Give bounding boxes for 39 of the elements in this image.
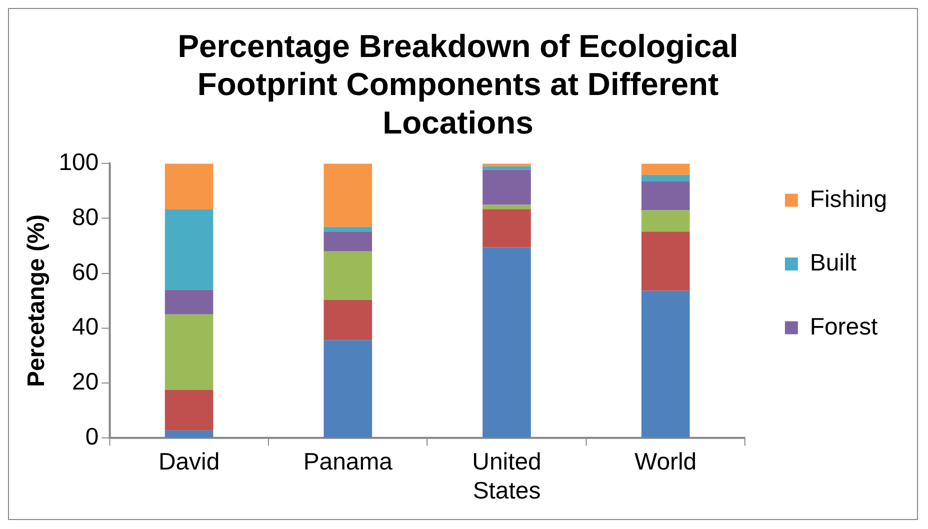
legend-label: Forest: [810, 313, 878, 340]
bar: [482, 209, 531, 248]
bar: [164, 209, 214, 290]
y-tick-label: 0: [85, 423, 99, 450]
bar: [164, 290, 214, 314]
bar: [324, 232, 372, 252]
legend-label: Built: [810, 250, 857, 277]
bar: [324, 251, 372, 300]
bar: [482, 204, 531, 210]
bar: [641, 164, 690, 175]
bar: [641, 210, 690, 232]
x-tick-label: United States: [472, 448, 542, 504]
y-tick-label: 80: [72, 204, 99, 232]
x-tick-label: World: [634, 448, 697, 476]
y-tick-label: 40: [72, 314, 99, 341]
y-tick-label: 100: [58, 149, 99, 176]
bar: [164, 164, 214, 210]
bar: [164, 390, 214, 430]
bar: [324, 226, 372, 232]
y-axis-title: Percetange (%): [22, 214, 50, 387]
bar: [482, 164, 531, 166]
bar: [641, 232, 690, 291]
bar: [324, 164, 372, 227]
chart-title: Percentage Breakdown of Ecological Footprint Components at Different Locations: [178, 28, 738, 140]
bar: [641, 290, 690, 438]
bar: [164, 430, 214, 438]
bar: [641, 174, 690, 182]
bar: [482, 247, 531, 438]
x-tick-label: David: [158, 448, 220, 476]
bar: [164, 314, 214, 390]
bar: [482, 170, 531, 205]
bar: [482, 166, 531, 170]
y-tick-label: 20: [72, 368, 99, 396]
bar: [324, 300, 372, 340]
bar: [641, 181, 690, 210]
y-tick-label: 60: [72, 258, 99, 286]
legend-label: Fishing: [810, 186, 888, 213]
x-tick-label: Panama: [303, 448, 394, 476]
bar: [324, 340, 372, 438]
